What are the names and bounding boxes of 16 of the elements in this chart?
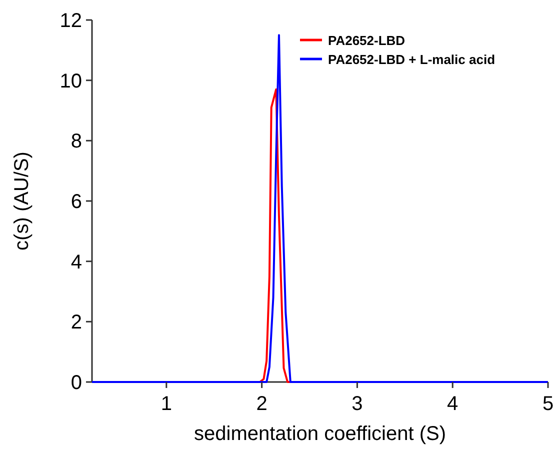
y-axis-title: c(s) (AU/S) [11,152,33,250]
y-tick-label: 4 [70,251,82,274]
x-axis-title: sedimentation coefficient (S) [194,423,446,445]
y-tick-label: 8 [70,130,82,153]
x-tick-label: 2 [256,393,268,415]
legend-label: PA2652-LBD + L-malic acid [328,52,496,67]
x-tick-label: 5 [542,393,554,415]
y-tick-label: 12 [60,10,82,32]
y-tick-label: 0 [70,372,82,394]
x-tick-label: 3 [352,393,363,415]
x-tick-label: 4 [447,393,458,415]
y-tick-label: 10 [60,70,82,92]
x-tick-label: 1 [160,393,172,415]
legend-label: PA2652-LBD [328,33,406,48]
y-tick-label: 2 [70,312,82,334]
y-tick-label: 6 [70,191,82,213]
